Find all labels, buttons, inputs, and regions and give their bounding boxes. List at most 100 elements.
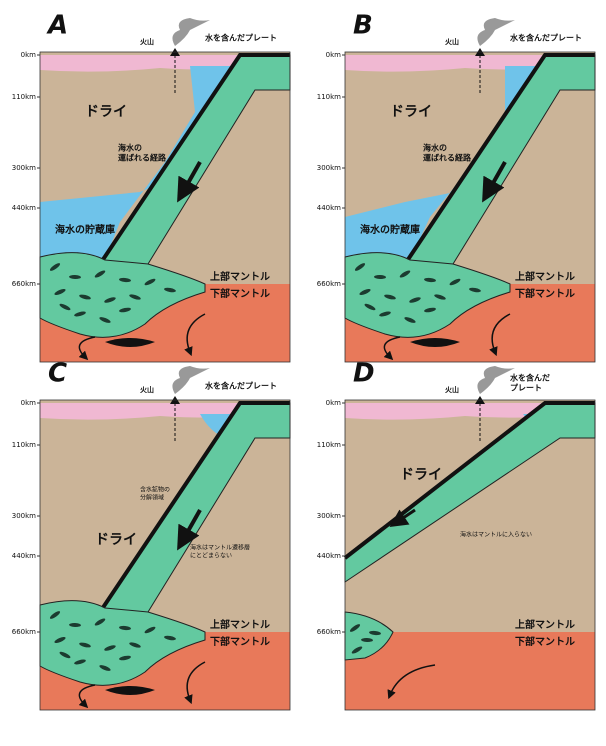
panel-letter: B [353, 11, 373, 41]
depth-label: 660km [317, 280, 341, 288]
flow-arrow [78, 684, 96, 709]
panel: B 火山 水を含んだプレート 0km 110km 300km 440km 660km ドライ海水… [317, 11, 596, 363]
lower-mantle-label: 下部マントル [210, 287, 270, 300]
smoke [477, 18, 515, 46]
slab-fragment [49, 611, 61, 619]
slab-fragment [69, 622, 81, 628]
slab-arrow [177, 509, 202, 551]
seawater [345, 66, 550, 267]
plate-label: 水を含んだプレート [204, 381, 277, 391]
note-label: 海水はマントル遷移層 [190, 544, 250, 552]
slab-fragment [404, 317, 416, 323]
depth-label: 440km [317, 552, 341, 560]
dry-label: ドライ [390, 104, 432, 120]
smoke [477, 366, 515, 394]
slab-arrow [177, 161, 202, 203]
depth-label: 440km [317, 204, 341, 212]
slab-fragment [74, 311, 86, 317]
depth-label: 0km [326, 51, 342, 59]
slab-root [410, 338, 460, 347]
flow-arrow [489, 313, 511, 357]
dry-label: ドライ [400, 467, 442, 483]
plate-label: 水を含んだプレート [204, 33, 277, 43]
slab-fragment [434, 294, 446, 300]
slab-fragment [379, 311, 391, 317]
slab-fragment [119, 307, 131, 313]
depth-label: 110km [12, 441, 36, 449]
path-label: 運ばれる経路 [118, 153, 167, 163]
slab-fragment [349, 624, 361, 632]
slab-root [105, 686, 155, 695]
slab-fragment [104, 297, 116, 303]
stagnant-slab [39, 600, 206, 686]
slab-fragment [359, 289, 371, 295]
depth-label: 300km [12, 164, 36, 172]
depth-label: 660km [12, 280, 36, 288]
flow-arrow [184, 313, 206, 357]
slab-fragment [59, 303, 71, 311]
slab-fragment [54, 637, 66, 643]
plate-label: 水を含んだプレート [509, 33, 582, 43]
upper-mantle-label: 上部マントル [210, 618, 270, 631]
depth-label: 300km [317, 164, 341, 172]
flow-arrow [184, 661, 206, 705]
slab-fragment [354, 263, 366, 271]
seawater [40, 66, 245, 267]
slab-fragment [144, 626, 156, 634]
note-label: にとどまらない [190, 552, 232, 560]
slab-fragment [74, 659, 86, 665]
frame [344, 399, 596, 711]
flow-arrow [78, 336, 96, 361]
slab-fragment [129, 642, 141, 648]
depth-label: 300km [12, 512, 36, 520]
depth-label: 0km [326, 399, 342, 407]
dry-label: ドライ [85, 104, 127, 120]
slab-fragment [69, 274, 81, 280]
volcano-label: 火山 [445, 37, 459, 46]
plate-label: プレート [510, 383, 542, 393]
slab-fragment [424, 277, 436, 283]
panel: D 火山 水を含んだプレート 0km 110km 300km 440km 660km ドライ海水… [317, 359, 596, 711]
panel-letter: D [353, 359, 375, 389]
slab-fragment [144, 278, 156, 286]
path-label: 運ばれる経路 [423, 153, 472, 163]
depth-label: 300km [317, 512, 341, 520]
depth-label: 110km [317, 93, 341, 101]
slab-fragment [399, 270, 411, 278]
plate-label: 水を含んだ [509, 373, 550, 383]
smoke [172, 366, 210, 394]
panel-letter: A [46, 11, 68, 41]
upper-mantle-label: 上部マントル [515, 270, 575, 283]
depth-label: 110km [12, 93, 36, 101]
slab-fragment [54, 289, 66, 295]
frame [344, 51, 596, 363]
flow-arrow [383, 336, 401, 361]
lower-mantle [345, 632, 595, 710]
dry-label: ドライ [95, 532, 137, 548]
note-label: 海水はマントルに入らない [460, 531, 532, 539]
slab-arrow [482, 161, 507, 203]
slab-fragment [164, 635, 176, 641]
slab-fragment [369, 630, 381, 636]
stagnant-slab [39, 252, 206, 338]
note-label: 含水鉱物の [140, 486, 170, 494]
reservoir-label: 海水の貯蔵庫 [360, 223, 420, 236]
slab-top [98, 401, 290, 614]
volcano-label: 火山 [140, 385, 154, 394]
slab-fragment [79, 642, 91, 648]
slab-fragment [79, 294, 91, 300]
slab-root [105, 338, 155, 347]
depth-label: 0km [21, 399, 37, 407]
slab-fragment [99, 317, 111, 323]
slab-top [343, 401, 595, 560]
slab-fragment [94, 270, 106, 278]
slab-fragment [49, 263, 61, 271]
lower-mantle-label: 下部マントル [515, 287, 575, 300]
slab-top [403, 53, 595, 266]
upper-mantle-label: 上部マントル [515, 618, 575, 631]
slab-fragment [424, 307, 436, 313]
panel-letter: C [48, 359, 67, 389]
flow-arrow [387, 664, 436, 700]
slab-fragment [94, 618, 106, 626]
depth-label: 660km [317, 628, 341, 636]
